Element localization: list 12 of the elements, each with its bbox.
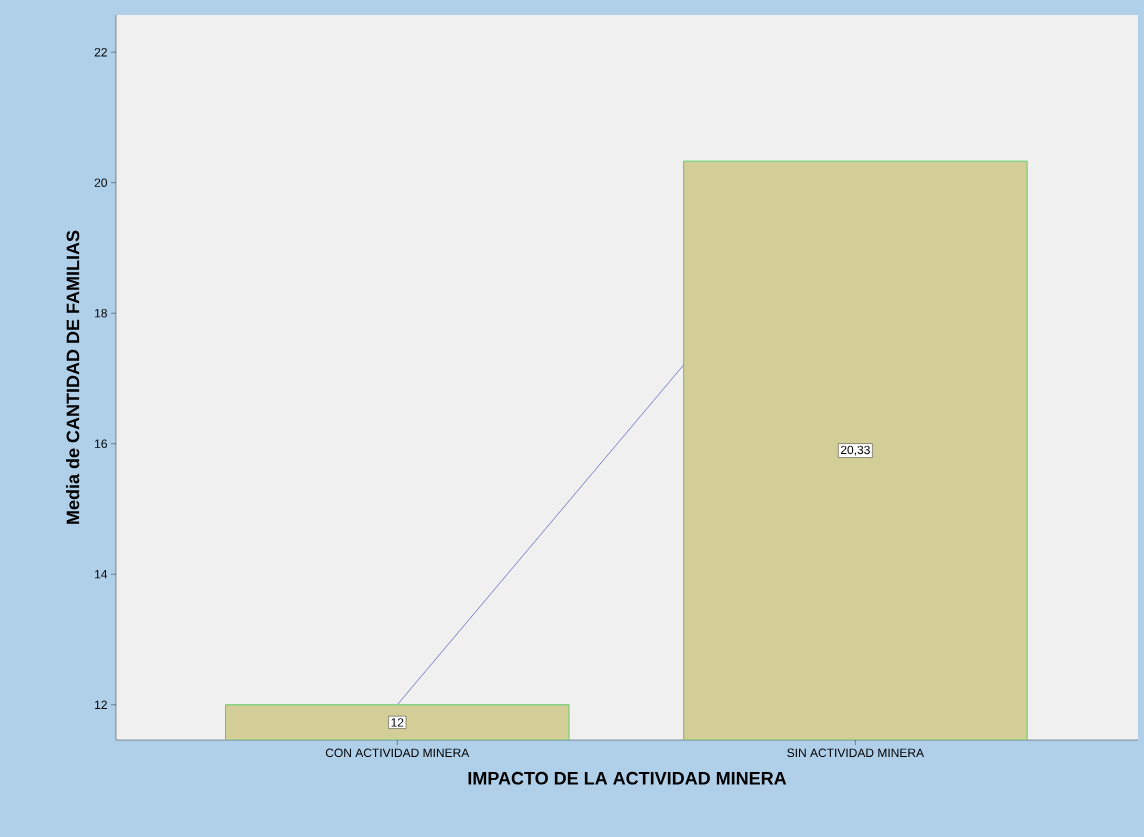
y-tick-label: 22 [94,48,107,57]
y-tick-label: 16 [95,439,107,448]
y-tick-label: 12 [95,700,107,709]
y-axis-title: Media de CANTIDAD DE FAMILIAS [66,230,80,524]
y-tick-label: 18 [95,308,107,318]
data-label: 12 [391,718,404,727]
y-tick-label: 14 [95,570,108,579]
y-tick-label: 20 [94,178,108,187]
data-label: 20,33 [840,445,870,456]
x-tick-label: SIN ACTIVIDAD MINERA [787,748,925,758]
x-tick-label: CON ACTIVIDAD MINERA [325,748,470,758]
x-axis-title: IMPACTO DE LA ACTIVIDAD MINERA [468,771,787,785]
